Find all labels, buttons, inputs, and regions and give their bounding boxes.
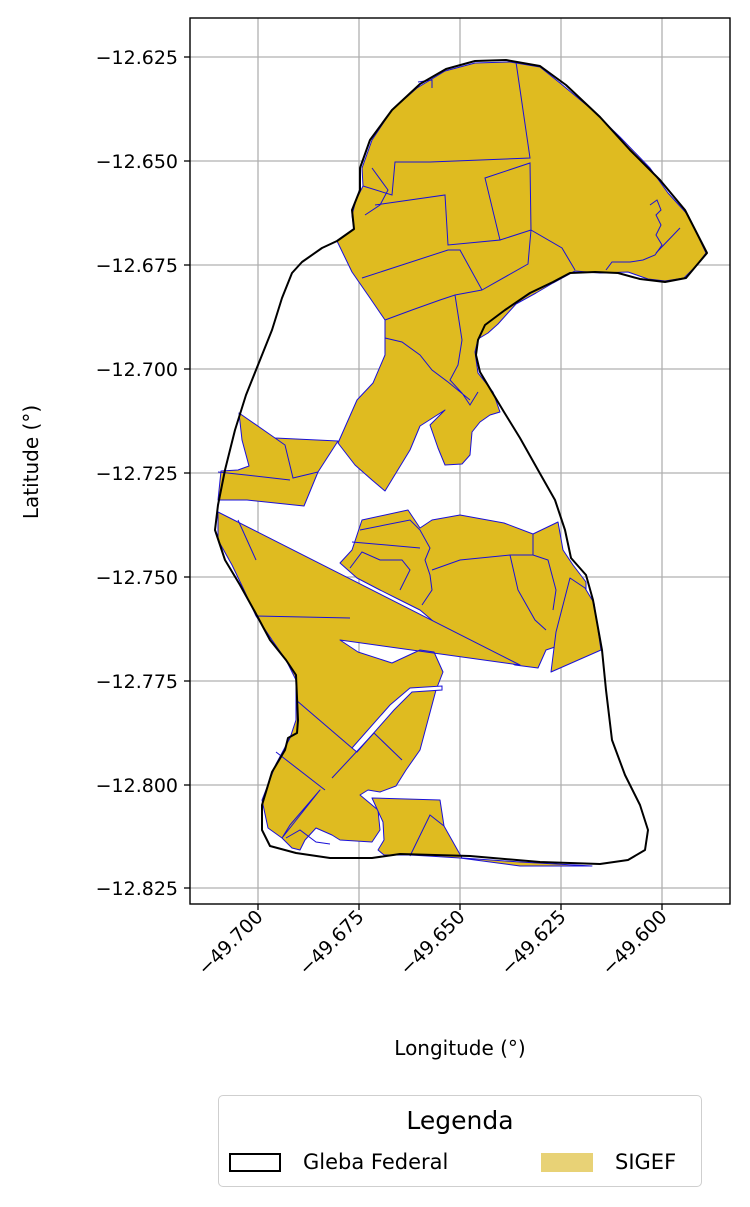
sigef-parcel-north bbox=[336, 61, 707, 492]
y-tick-label-3: −12.675 bbox=[96, 255, 178, 277]
y-tick-label-5: −12.725 bbox=[96, 463, 178, 485]
gleba-swatch bbox=[229, 1152, 281, 1172]
x-axis: −49.700 −49.675 −49.650 −49.625 −49.600 bbox=[194, 904, 672, 980]
x-tick-label-4: −49.625 bbox=[497, 906, 571, 980]
y-tick-label-6: −12.750 bbox=[96, 567, 178, 589]
sigef-parcel-south-strip bbox=[371, 797, 593, 867]
y-tick-label-9: −12.825 bbox=[96, 878, 178, 900]
y-axis: −12.625 −12.650 −12.675 −12.700 −12.725 … bbox=[96, 47, 190, 900]
gleba-federal-outline bbox=[214, 59, 708, 865]
y-axis-label: Latitude (°) bbox=[19, 405, 43, 519]
legend-label-sigef: SIGEF bbox=[615, 1150, 677, 1174]
legend-item-gleba: Gleba Federal bbox=[229, 1150, 448, 1174]
parcel-coast-detail bbox=[605, 199, 663, 271]
map-figure: −12.625 −12.650 −12.675 −12.700 −12.725 … bbox=[19, 17, 731, 1060]
x-axis-label: Longitude (°) bbox=[394, 1036, 525, 1060]
sigef-swatch bbox=[541, 1152, 593, 1172]
y-tick-label-8: −12.800 bbox=[96, 775, 178, 797]
x-tick-label-2: −49.675 bbox=[295, 906, 369, 980]
parcel-boundary-lines bbox=[217, 61, 681, 857]
x-tick-label-3: −49.650 bbox=[396, 906, 470, 980]
legend: Legenda Gleba Federal SIGEF bbox=[218, 1095, 702, 1187]
legend-label-gleba: Gleba Federal bbox=[303, 1150, 449, 1174]
x-tick-label-1: −49.700 bbox=[194, 906, 268, 980]
legend-item-sigef: SIGEF bbox=[541, 1150, 676, 1174]
sigef-parcels bbox=[217, 61, 707, 867]
y-tick-label-7: −12.775 bbox=[96, 671, 178, 693]
legend-title: Legenda bbox=[406, 1106, 514, 1135]
y-tick-label-2: −12.650 bbox=[96, 151, 178, 173]
x-tick-label-5: −49.600 bbox=[598, 906, 672, 980]
sigef-parcel-west-small bbox=[217, 412, 339, 507]
y-tick-label-4: −12.700 bbox=[96, 359, 178, 381]
y-tick-label-1: −12.625 bbox=[96, 47, 178, 69]
